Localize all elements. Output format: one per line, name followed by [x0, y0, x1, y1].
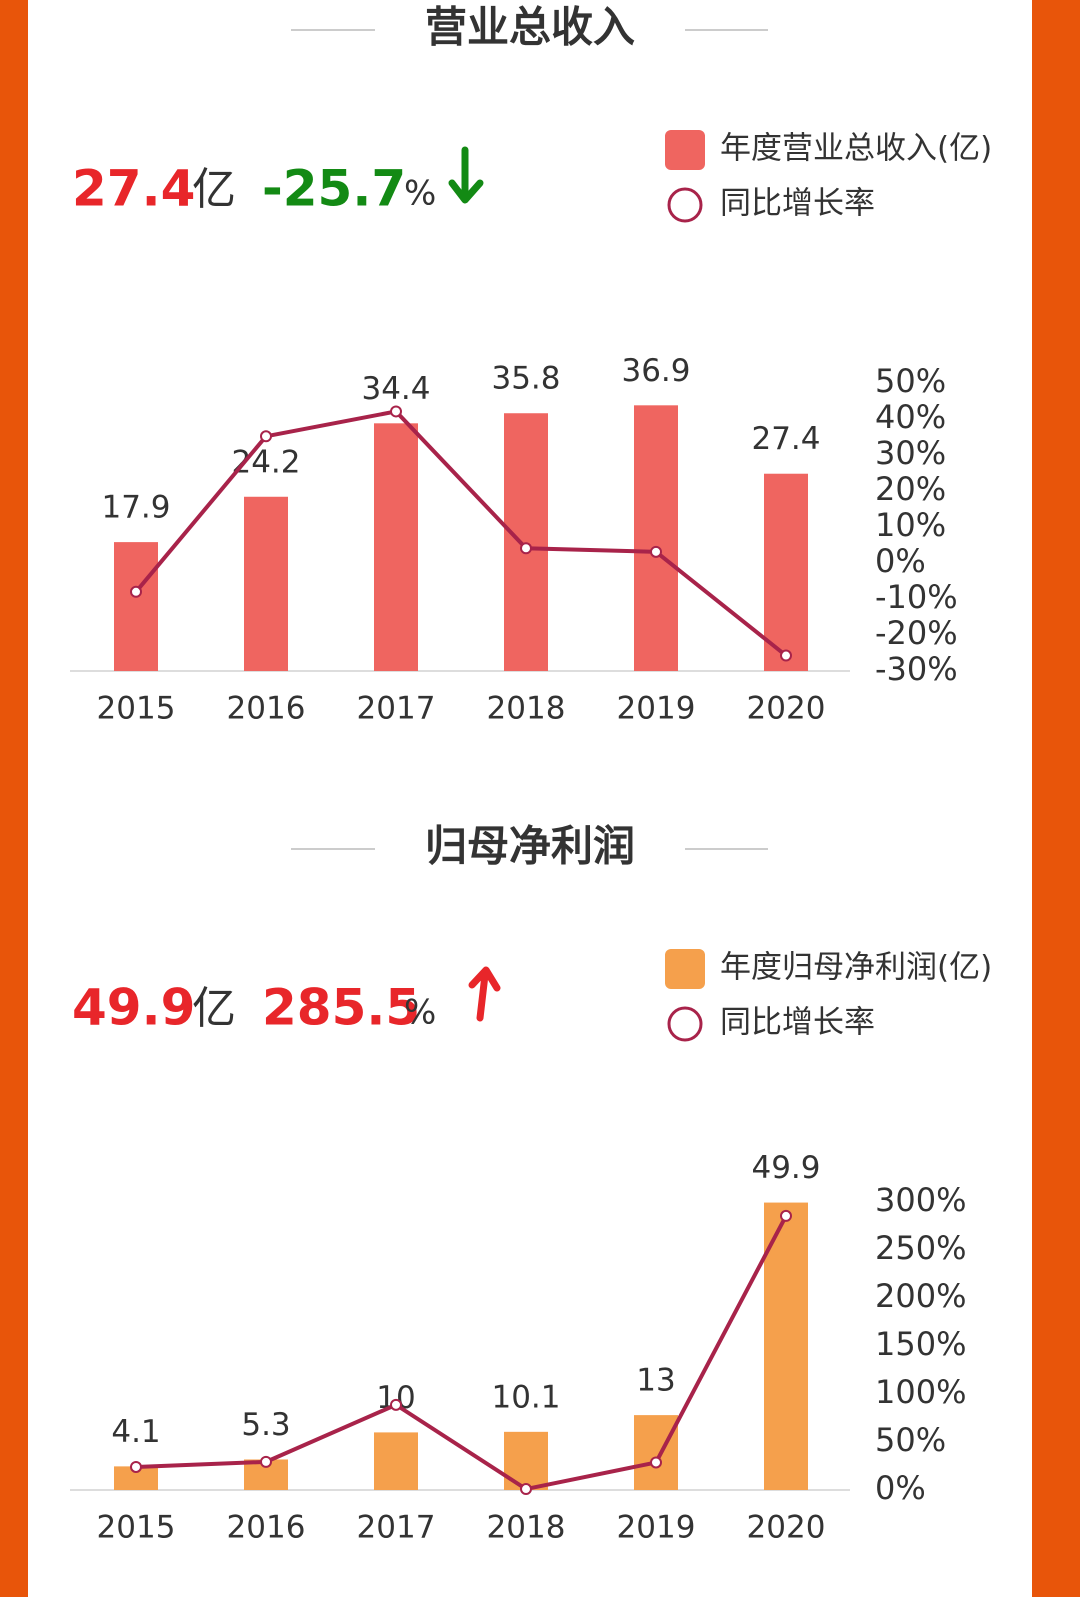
- headline-unit: 亿: [192, 983, 236, 1034]
- legend-label: 年度归母净利润(亿): [720, 950, 992, 986]
- headline-change-unit: %: [404, 993, 436, 1033]
- growth-point: [780, 1209, 792, 1222]
- down-arrow: [448, 146, 484, 204]
- y2-tick-label: 20%: [875, 470, 946, 508]
- bar: [374, 423, 418, 671]
- x-tick-label: 2020: [747, 691, 826, 727]
- legend-swatch: [665, 949, 705, 989]
- x-tick-label: 2019: [617, 691, 696, 727]
- bar-label: 10.1: [491, 1379, 560, 1415]
- legend-label: 同比增长率: [720, 186, 875, 222]
- bar: [634, 405, 678, 671]
- legend-label: 同比增长率: [720, 1005, 875, 1041]
- legend-marker: [667, 1006, 703, 1042]
- up-arrow: [468, 966, 501, 1022]
- growth-point: [260, 430, 272, 443]
- y2-tick-label: 30%: [875, 434, 946, 472]
- x-tick-label: 2020: [747, 1510, 826, 1546]
- chart-title: 营业总收入: [425, 3, 635, 52]
- bar-label: 36.9: [621, 353, 690, 389]
- bar-label: 35.8: [491, 361, 560, 397]
- x-tick-label: 2015: [97, 691, 176, 727]
- growth-point: [780, 649, 792, 662]
- bar-label: 4.1: [111, 1414, 160, 1450]
- x-tick-label: 2018: [487, 1510, 566, 1546]
- y2-tick-label: 0%: [875, 1469, 926, 1507]
- growth-point: [390, 405, 402, 418]
- y2-tick-label: -30%: [875, 650, 958, 688]
- x-tick-label: 2016: [227, 691, 306, 727]
- x-tick-label: 2017: [357, 1510, 436, 1546]
- growth-point: [260, 1455, 272, 1468]
- x-tick-label: 2016: [227, 1510, 306, 1546]
- bar: [764, 1202, 808, 1490]
- y2-tick-label: 250%: [875, 1229, 966, 1267]
- bar: [504, 413, 548, 671]
- growth-point: [520, 542, 532, 555]
- bar-label: 49.9: [751, 1150, 820, 1186]
- y2-tick-label: -10%: [875, 578, 958, 616]
- bar: [634, 1415, 678, 1490]
- headline-change: 285.5: [262, 979, 420, 1037]
- y2-tick-label: 40%: [875, 398, 946, 436]
- x-tick-label: 2015: [97, 1510, 176, 1546]
- growth-point: [130, 585, 142, 598]
- headline-change: -25.7: [262, 160, 406, 218]
- y2-tick-label: 200%: [875, 1277, 966, 1315]
- legend-label: 年度营业总收入(亿): [720, 131, 992, 167]
- x-tick-label: 2018: [487, 691, 566, 727]
- bar: [374, 1432, 418, 1490]
- growth-line: [135, 1214, 788, 1492]
- y2-tick-label: 50%: [875, 362, 946, 400]
- growth-point: [130, 1460, 142, 1473]
- y2-tick-label: 150%: [875, 1325, 966, 1363]
- y2-tick-label: 10%: [875, 506, 946, 544]
- bar-label: 13: [636, 1363, 675, 1399]
- legend-marker: [667, 187, 703, 223]
- headline-change-unit: %: [404, 174, 436, 214]
- headline-unit: 亿: [192, 164, 236, 215]
- growth-point: [650, 1456, 662, 1469]
- bar: [114, 542, 158, 671]
- bar-label: 5.3: [241, 1407, 290, 1443]
- x-tick-label: 2019: [617, 1510, 696, 1546]
- chart-title: 归母净利润: [425, 822, 635, 871]
- bar-label: 34.4: [361, 371, 430, 407]
- growth-point: [390, 1398, 402, 1411]
- panel: [28, 0, 1032, 1597]
- y2-tick-label: 100%: [875, 1373, 966, 1411]
- growth-point: [650, 545, 662, 558]
- y2-tick-label: 50%: [875, 1421, 946, 1459]
- headline-value: 27.4: [72, 160, 195, 218]
- y2-tick-label: 300%: [875, 1181, 966, 1219]
- bar: [114, 1466, 158, 1490]
- bar-label: 17.9: [101, 490, 170, 526]
- legend-swatch: [665, 130, 705, 170]
- bar-label: 27.4: [751, 421, 820, 457]
- y2-tick-label: 0%: [875, 542, 926, 580]
- x-tick-label: 2017: [357, 691, 436, 727]
- bar: [244, 496, 288, 671]
- bar: [764, 473, 808, 671]
- growth-line: [134, 409, 788, 658]
- headline-value: 49.9: [72, 979, 195, 1037]
- growth-point: [520, 1483, 532, 1496]
- y2-tick-label: -20%: [875, 614, 958, 652]
